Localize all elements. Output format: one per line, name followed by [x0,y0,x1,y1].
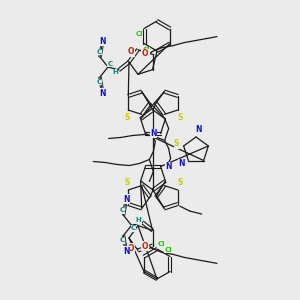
Text: N: N [100,37,106,46]
Text: N: N [178,159,184,168]
Text: N: N [195,125,201,134]
Text: S: S [124,112,130,122]
Text: Cl: Cl [135,32,143,38]
Text: C: C [131,225,136,231]
Text: C: C [96,49,102,55]
Text: Cl: Cl [157,241,165,247]
Text: C: C [107,61,112,67]
Text: N: N [123,247,130,256]
Text: O: O [128,244,134,253]
Text: C: C [120,237,125,243]
Text: S: S [177,178,182,188]
Text: H: H [112,69,118,75]
Text: S: S [124,178,130,188]
Text: O: O [142,242,148,251]
Text: O: O [128,47,134,56]
Text: S: S [177,112,182,122]
Text: N: N [123,195,130,204]
Text: Cl: Cl [142,47,150,53]
Text: N: N [150,129,157,138]
Text: N: N [165,162,172,171]
Text: S: S [174,140,179,148]
Text: C: C [96,79,102,85]
Text: H: H [136,218,141,224]
Text: N: N [100,88,106,98]
Text: O: O [142,49,148,58]
Text: Cl: Cl [164,247,172,253]
Text: C: C [120,207,125,213]
